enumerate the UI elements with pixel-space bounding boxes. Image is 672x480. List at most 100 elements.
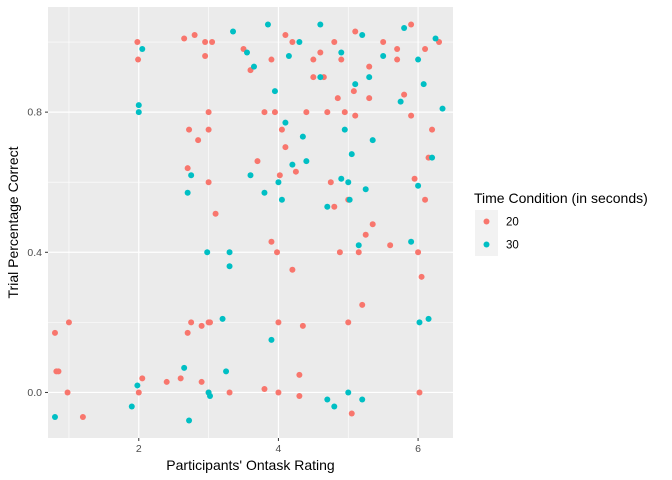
point-30 <box>401 25 408 32</box>
point-20 <box>209 39 216 46</box>
point-30 <box>338 49 345 56</box>
point-20 <box>289 39 296 46</box>
point-20 <box>186 126 193 133</box>
y-axis-title: Trial Percentage Correct <box>5 146 21 298</box>
point-30 <box>261 189 268 196</box>
point-30 <box>341 126 348 133</box>
point-20 <box>268 238 275 245</box>
point-20 <box>331 39 338 46</box>
x-tick-label: 6 <box>415 443 421 455</box>
major-gridlines <box>48 7 453 438</box>
data-points <box>51 21 446 424</box>
point-20 <box>205 179 212 186</box>
point-20 <box>205 126 212 133</box>
point-30 <box>204 249 211 256</box>
point-20 <box>411 175 418 182</box>
point-20 <box>202 53 209 60</box>
point-30 <box>289 161 296 168</box>
point-20 <box>278 126 285 133</box>
point-30 <box>139 46 146 53</box>
point-20 <box>324 109 331 116</box>
point-20 <box>327 179 334 186</box>
point-30 <box>369 137 376 144</box>
point-20 <box>275 319 282 326</box>
point-30 <box>264 21 271 28</box>
point-30 <box>134 382 141 389</box>
point-20 <box>289 266 296 273</box>
point-20 <box>416 389 423 396</box>
point-20 <box>359 301 366 308</box>
point-30 <box>408 238 415 245</box>
point-20 <box>198 378 205 385</box>
point-30 <box>296 39 303 46</box>
point-20 <box>334 95 341 102</box>
point-20 <box>184 329 191 336</box>
point-20 <box>198 322 205 329</box>
point-20 <box>205 109 212 116</box>
legend-label: 30 <box>506 240 519 252</box>
point-20 <box>261 385 268 392</box>
point-30 <box>51 413 58 420</box>
point-20 <box>292 168 299 175</box>
point-20 <box>355 249 362 256</box>
point-30 <box>303 158 310 165</box>
point-20 <box>422 196 429 203</box>
legend-label: 20 <box>506 217 519 229</box>
point-20 <box>380 39 387 46</box>
point-20 <box>163 378 170 385</box>
point-20 <box>387 242 394 249</box>
point-30 <box>331 403 338 410</box>
point-20 <box>338 56 345 63</box>
point-20 <box>55 368 62 375</box>
point-30 <box>268 336 275 343</box>
point-30 <box>324 203 331 210</box>
point-30 <box>397 98 404 105</box>
point-20 <box>177 375 184 382</box>
point-30 <box>317 21 324 28</box>
point-30 <box>230 28 237 35</box>
point-20 <box>348 410 355 417</box>
point-30 <box>432 35 439 42</box>
point-20 <box>336 249 343 256</box>
point-30 <box>244 49 251 56</box>
point-30 <box>278 196 285 203</box>
point-20 <box>191 32 198 39</box>
point-30 <box>338 175 345 182</box>
point-30 <box>346 196 353 203</box>
point-30 <box>366 74 373 81</box>
point-30 <box>416 319 423 326</box>
point-30 <box>207 392 213 399</box>
point-20 <box>331 203 338 210</box>
point-30 <box>188 172 195 179</box>
point-20 <box>350 88 357 95</box>
point-20 <box>429 126 436 133</box>
point-20 <box>296 392 303 399</box>
point-20 <box>139 375 146 382</box>
point-20 <box>418 273 425 280</box>
point-20 <box>422 46 429 53</box>
point-20 <box>341 109 348 116</box>
point-20 <box>282 32 289 39</box>
y-axis-ticks: 0.0 0.4 0.8 <box>27 107 48 399</box>
point-30 <box>439 105 446 112</box>
panel-background <box>48 7 453 438</box>
point-30 <box>223 368 230 375</box>
point-20 <box>271 109 278 116</box>
point-30 <box>429 154 436 161</box>
y-tick-label: 0.4 <box>27 247 42 259</box>
point-30 <box>380 53 387 60</box>
point-30 <box>186 417 193 424</box>
point-20 <box>276 172 283 179</box>
point-20 <box>181 35 188 42</box>
point-20 <box>184 165 191 172</box>
point-20 <box>394 56 401 63</box>
point-30 <box>420 81 427 88</box>
point-20 <box>79 413 86 420</box>
point-20 <box>401 91 408 98</box>
point-30 <box>247 172 254 179</box>
point-20 <box>317 49 324 56</box>
point-30 <box>359 396 366 403</box>
point-30 <box>362 186 369 193</box>
point-30 <box>184 189 191 196</box>
point-30 <box>181 364 188 371</box>
